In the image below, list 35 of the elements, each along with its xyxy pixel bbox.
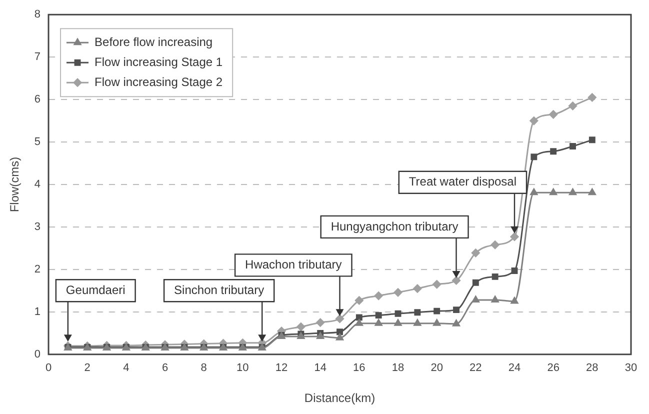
x-axis-title: Distance(km) [304, 391, 376, 406]
y-axis-title: Flow(cms) [8, 156, 22, 212]
x-tick-label: 10 [236, 362, 249, 374]
y-tick-label: 4 [34, 178, 41, 191]
y-tick-label: 8 [34, 8, 41, 21]
annotation: Hwachon tributary [245, 257, 342, 272]
y-tick-label: 6 [34, 94, 41, 106]
x-tick-label: 14 [314, 362, 326, 374]
annotation: Hungyangchon tributary [330, 219, 458, 234]
annotation: Geumdaeri [66, 282, 126, 297]
x-tick-label: 0 [45, 362, 52, 374]
x-tick-label: 26 [547, 362, 560, 374]
x-tick-label: 2 [84, 362, 90, 374]
y-tick-label: 0 [34, 348, 41, 360]
x-tick-label: 28 [586, 362, 598, 374]
x-tick-label: 24 [508, 362, 521, 374]
x-tick-label: 16 [353, 362, 366, 374]
legend-label: Flow increasing Stage 1 [94, 54, 223, 69]
y-tick-label: 2 [34, 263, 41, 276]
x-tick-label: 30 [624, 362, 638, 374]
legend-label: Flow increasing Stage 2 [94, 74, 223, 89]
y-tick-label: 5 [34, 136, 41, 148]
legend-label: Before flow increasing [94, 34, 213, 49]
x-tick-label: 6 [162, 362, 168, 374]
y-tick-label: 1 [34, 306, 41, 318]
y-tick-label: 3 [34, 221, 41, 234]
x-tick-label: 18 [392, 362, 404, 374]
annotation: Treat water disposal [408, 174, 517, 189]
x-tick-label: 20 [430, 362, 443, 374]
x-tick-label: 8 [200, 362, 207, 374]
x-tick-label: 22 [470, 362, 482, 374]
annotation: Sinchon tributary [174, 282, 264, 297]
x-tick-label: 12 [275, 362, 288, 374]
x-tick-label: 4 [123, 362, 130, 374]
y-tick-label: 7 [34, 51, 41, 64]
